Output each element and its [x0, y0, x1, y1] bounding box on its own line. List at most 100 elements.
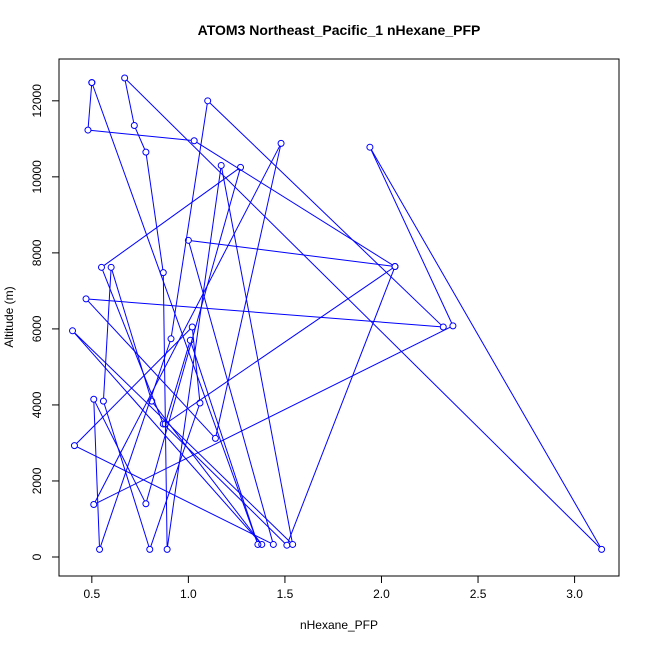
series-segment: [165, 425, 286, 544]
data-point: [277, 139, 285, 147]
series-segment: [96, 326, 451, 504]
data-point: [258, 540, 266, 548]
data-point: [190, 137, 198, 145]
series-segment: [87, 85, 93, 128]
x-tick-label: 0.5: [83, 587, 100, 601]
series-segment: [209, 102, 442, 326]
data-point: [70, 442, 78, 450]
series-segment: [191, 240, 393, 267]
data-point: [188, 323, 196, 331]
data-point: [254, 540, 262, 548]
data-point: [289, 540, 297, 548]
data-point: [167, 335, 175, 343]
series-segment: [167, 168, 222, 547]
data-point: [69, 327, 77, 335]
series-segment: [76, 446, 271, 544]
data-point: [196, 399, 204, 407]
data-point: [186, 336, 194, 344]
series-segment: [221, 168, 293, 542]
data-point: [449, 322, 457, 330]
series-segment: [90, 129, 192, 141]
y-tick-label: 2000: [30, 467, 44, 494]
y-tick-label: 0: [30, 553, 44, 560]
series-points: [69, 74, 606, 553]
series-segment: [103, 270, 112, 399]
y-axis: 0 2000 4000 6000 8000 10000 12000: [30, 84, 60, 560]
series-segment: [192, 329, 201, 401]
data-point: [217, 161, 225, 169]
y-tick-label: 12000: [30, 84, 44, 118]
x-tick-label: 1.0: [180, 587, 197, 601]
x-tick-label: 1.5: [277, 587, 294, 601]
data-point: [211, 434, 219, 442]
y-tick-label: 10000: [30, 160, 44, 194]
series-segment: [196, 141, 393, 266]
series-segment: [150, 405, 200, 547]
x-axis: 0.5 1.0 1.5 2.0 2.5 3.0: [83, 575, 583, 601]
data-point: [184, 236, 192, 244]
data-point: [237, 163, 245, 171]
data-point: [142, 500, 150, 508]
data-point: [90, 395, 98, 403]
data-point: [121, 74, 129, 82]
chart-title: ATOM3 Northeast_Pacific_1 nHexane_PFP: [198, 22, 481, 38]
x-tick-label: 2.0: [373, 587, 390, 601]
series-segment: [153, 403, 261, 543]
series-segment: [74, 332, 291, 543]
data-point: [159, 420, 167, 428]
data-point: [161, 420, 169, 428]
series-segment: [102, 269, 163, 422]
data-point: [598, 545, 606, 553]
x-axis-label: nHexane_PFP: [300, 618, 378, 632]
series-segment: [124, 80, 135, 123]
data-point: [269, 540, 277, 548]
data-point: [163, 545, 171, 553]
data-point: [107, 263, 115, 271]
series-segment: [88, 298, 441, 328]
series-segment: [76, 328, 191, 444]
x-tick-label: 3.0: [566, 587, 583, 601]
data-point: [439, 323, 447, 331]
series-segment: [94, 145, 281, 503]
series-segment: [103, 168, 239, 266]
y-tick-label: 4000: [30, 391, 44, 418]
series-segment: [92, 85, 258, 542]
series-segment: [170, 103, 208, 336]
series-segment: [94, 401, 146, 502]
x-tick-label: 2.5: [470, 587, 487, 601]
y-tick-label: 8000: [30, 239, 44, 266]
data-point: [148, 397, 156, 405]
data-point: [82, 295, 90, 303]
data-point: [146, 545, 154, 553]
series-segment: [370, 149, 453, 324]
series-segment: [215, 146, 281, 436]
data-point: [90, 501, 98, 509]
data-point: [99, 397, 107, 405]
data-point: [159, 269, 167, 277]
data-point: [391, 263, 399, 271]
data-point: [142, 148, 150, 156]
data-point: [204, 97, 212, 105]
data-point: [97, 263, 105, 271]
data-point: [130, 122, 138, 130]
data-point: [84, 126, 92, 134]
series-segment: [145, 155, 164, 270]
series-segment: [167, 267, 393, 423]
series-segment: [135, 128, 146, 150]
series-lines: [74, 79, 601, 548]
y-tick-label: 6000: [30, 315, 44, 342]
data-point: [96, 545, 104, 553]
series-segment: [188, 243, 274, 542]
series-segment: [370, 149, 601, 548]
series-segment: [287, 269, 395, 543]
series-segment: [190, 342, 258, 542]
series-segment: [93, 402, 100, 547]
series-segment: [165, 343, 190, 422]
series-segment: [100, 341, 171, 547]
y-axis-label: Altitude (m): [2, 286, 16, 347]
series-segment: [126, 79, 600, 548]
data-point: [283, 541, 291, 549]
series-segment: [103, 403, 150, 547]
